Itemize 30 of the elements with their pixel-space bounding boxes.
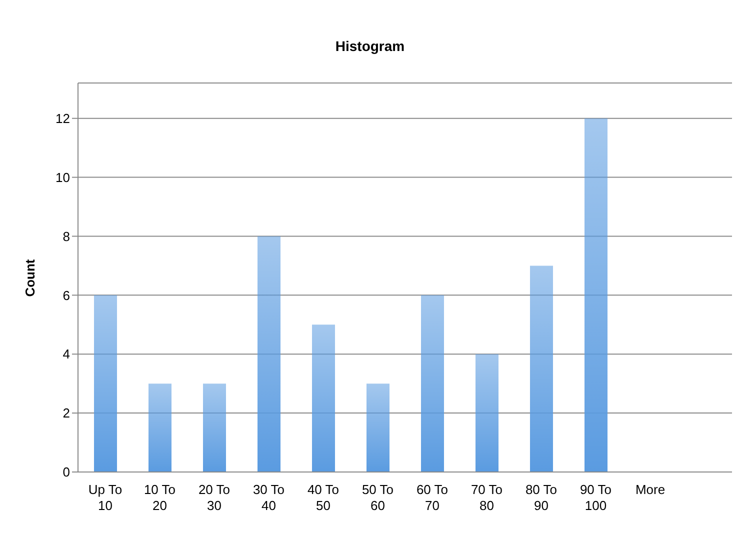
x-tick-label: Up To 10 <box>88 482 122 513</box>
y-tick-label: 2 <box>62 406 70 421</box>
bar <box>94 295 117 472</box>
y-axis-title: Count <box>22 259 38 297</box>
y-tick-label: 8 <box>62 228 70 244</box>
x-tick-label: 70 To 80 <box>470 482 503 513</box>
bar <box>203 384 226 472</box>
x-tick-label: 20 To 30 <box>198 482 230 513</box>
y-tick-label: 4 <box>62 346 70 362</box>
bar <box>421 295 444 472</box>
y-tick-label: 10 <box>56 170 70 185</box>
x-tick-label: 80 To 90 <box>525 482 558 513</box>
x-tick-label: 30 To 40 <box>252 482 285 513</box>
bar <box>258 236 280 472</box>
bar <box>476 354 498 472</box>
bar <box>366 384 390 472</box>
bar <box>148 384 172 472</box>
x-tick-label: 10 To 20 <box>144 482 176 513</box>
x-tick-label: More <box>635 482 666 497</box>
y-tick-label: 12 <box>56 110 70 126</box>
y-tick-label: 6 <box>62 288 70 303</box>
bar <box>312 324 335 472</box>
x-tick-label: 60 To 70 <box>416 482 448 513</box>
y-tick-label: 0 <box>62 464 70 480</box>
x-tick-label: 50 To 60 <box>362 482 394 513</box>
x-tick-label: 90 To 100 <box>580 482 612 513</box>
bar <box>530 266 553 472</box>
bar <box>584 118 608 472</box>
x-tick-label: 40 To 50 <box>307 482 340 513</box>
chart-title: Histogram <box>334 38 406 54</box>
